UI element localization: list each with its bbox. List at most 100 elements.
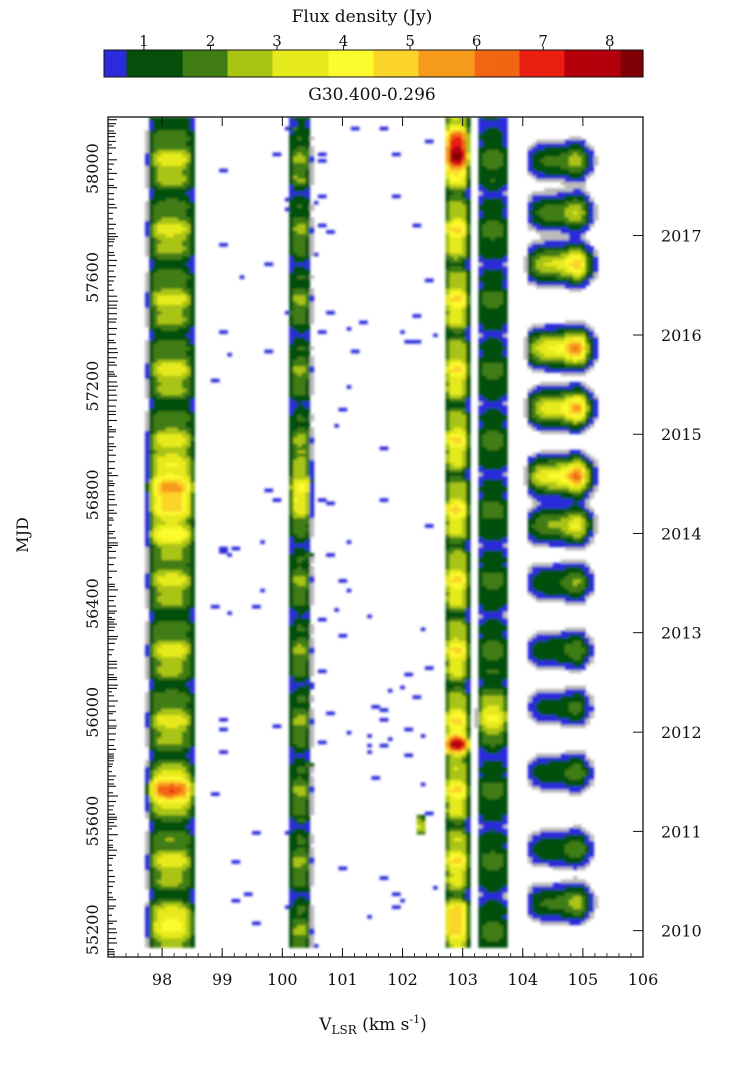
heatmap-cell	[157, 730, 162, 735]
heatmap-cell	[169, 569, 175, 574]
heatmap-cell	[486, 653, 492, 658]
heatmap-cell	[478, 633, 483, 638]
colorbar-cell	[328, 50, 341, 77]
heatmap-cell	[540, 692, 545, 696]
heatmap-cell	[445, 611, 451, 616]
heatmap-cell	[544, 579, 549, 583]
heatmap-cell	[157, 769, 162, 774]
heatmap-cell	[552, 866, 558, 871]
heatmap-cell	[149, 743, 154, 748]
heatmap-cell	[161, 905, 167, 910]
heatmap-cell	[161, 873, 167, 877]
heatmap-cell	[293, 711, 298, 716]
heatmap-cell	[498, 895, 504, 900]
heatmap-cell	[182, 831, 187, 835]
heatmap-cell	[498, 840, 504, 845]
heatmap-cell	[165, 873, 171, 877]
heatmap-cell	[531, 769, 537, 774]
heatmap-cell	[173, 575, 179, 580]
heatmap-cell	[453, 656, 459, 661]
heatmap-cell	[531, 856, 537, 861]
heatmap-cell	[301, 572, 307, 577]
heatmap-cell	[445, 811, 451, 816]
heatmap-cell	[453, 934, 459, 939]
heatmap-cell	[305, 827, 311, 832]
heatmap-cell	[568, 776, 574, 780]
heatmap-cell	[449, 747, 455, 751]
heatmap-cell	[494, 801, 500, 806]
heatmap-cell	[177, 608, 183, 612]
heatmap-cell	[457, 579, 463, 583]
heatmap-cell	[161, 614, 167, 619]
heatmap-cell	[577, 753, 582, 758]
heatmap-cell	[486, 682, 492, 687]
heatmap-cell	[416, 827, 422, 832]
heatmap-cell	[177, 714, 183, 719]
heatmap-cell	[581, 911, 586, 916]
heatmap-cell	[503, 640, 508, 645]
heatmap-cell	[548, 908, 553, 913]
heatmap-cell	[301, 701, 307, 706]
heatmap-cell	[536, 856, 541, 861]
heatmap-cell	[486, 814, 492, 819]
heatmap-cell	[589, 646, 595, 651]
heatmap-cell	[494, 856, 500, 861]
heatmap-cell	[564, 721, 570, 725]
heatmap-cell	[449, 834, 455, 838]
heatmap-cell	[544, 789, 549, 793]
heatmap-cell	[482, 730, 488, 735]
heatmap-cell	[186, 818, 191, 822]
heatmap-cell	[186, 753, 191, 758]
heatmap-cell	[498, 763, 504, 767]
heatmap-cell	[577, 895, 582, 900]
heatmap-cell	[309, 918, 315, 922]
heatmap-cell	[165, 727, 171, 732]
heatmap-cell	[486, 782, 492, 787]
heatmap-cell	[556, 591, 562, 596]
heatmap-cell	[293, 911, 298, 916]
heatmap-cell	[445, 591, 451, 596]
heatmap-cell	[145, 769, 150, 774]
heatmap-cell	[482, 879, 488, 884]
heatmap-cell	[157, 918, 162, 922]
heatmap-cell	[457, 675, 463, 680]
heatmap-cell	[536, 698, 541, 703]
heatmap-cell	[256, 831, 261, 835]
heatmap-cell	[577, 853, 582, 858]
heatmap-cell	[573, 585, 578, 590]
heatmap-cell	[466, 895, 471, 900]
heatmap-cell	[503, 717, 508, 722]
heatmap-cell	[478, 918, 483, 922]
heatmap-cell	[289, 711, 294, 716]
heatmap-cell	[153, 672, 158, 677]
heatmap-cell	[177, 840, 183, 845]
heatmap-cell	[165, 627, 171, 632]
heatmap-cell	[564, 588, 570, 593]
heatmap-cell	[297, 653, 302, 658]
heatmap-cell	[540, 769, 545, 774]
heatmap-cell	[453, 927, 459, 932]
heatmap-cell	[585, 895, 590, 900]
heatmap-cell	[429, 666, 434, 670]
heatmap-cell	[461, 937, 467, 942]
heatmap-cell	[564, 653, 570, 658]
heatmap-cell	[182, 843, 187, 848]
heatmap-cell	[457, 666, 463, 670]
heatmap-cell	[449, 915, 455, 919]
heatmap-cell	[490, 666, 496, 670]
heatmap-cell	[490, 860, 496, 864]
heatmap-cell	[531, 714, 537, 719]
heatmap-cell	[581, 850, 586, 855]
heatmap-cell	[531, 579, 537, 583]
heatmap-cell	[503, 750, 508, 754]
heatmap-cell	[165, 721, 171, 725]
heatmap-cell	[540, 637, 545, 641]
heatmap-cell	[301, 653, 307, 658]
heatmap-cell	[457, 727, 463, 732]
heatmap-cell	[494, 682, 500, 687]
heatmap-cell	[289, 915, 294, 919]
heatmap-cell	[494, 601, 500, 606]
heatmap-cell	[556, 759, 562, 764]
heatmap-cell	[486, 789, 492, 793]
heatmap-cell	[165, 843, 171, 848]
